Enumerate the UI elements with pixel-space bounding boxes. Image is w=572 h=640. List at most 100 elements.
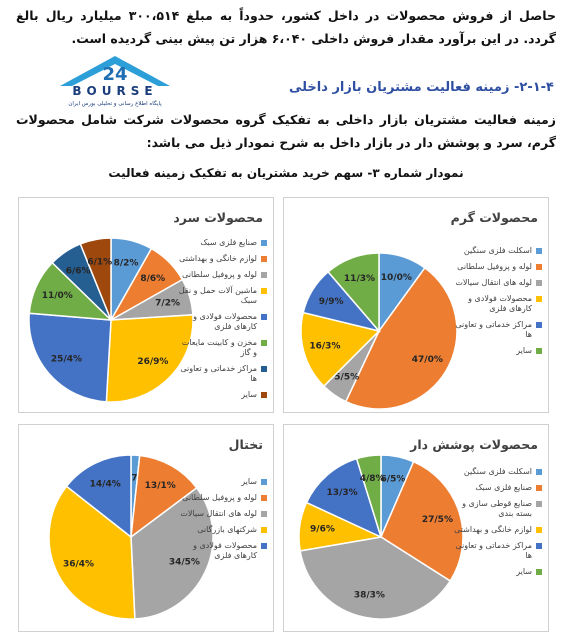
legend-swatch	[536, 527, 542, 533]
logo-tagline: پایگاه اطلاع رسانی و تحلیلی بورس ایران	[68, 100, 162, 107]
legend-swatch	[261, 495, 267, 501]
logo: 24 BOURSE پایگاه اطلاع رسانی و تحلیلی بو…	[60, 56, 170, 107]
legend: سایر لوله و پروفیل سلطانی لوله های انتقال …	[177, 477, 267, 567]
intro-paragraph: حاصل از فروش محصولات در داخل کشور، حدودا…	[16, 8, 557, 46]
slice-label: 38/3%	[354, 590, 385, 600]
legend-label: مراکز خدماتی و تعاونی ها	[455, 320, 532, 339]
legend-item: مراکز خدماتی و تعاونی ها	[177, 364, 267, 384]
slice-label: 6/1%	[87, 258, 112, 268]
pie-slice	[130, 454, 198, 539]
slice-label: 16/3%	[309, 342, 340, 352]
legend-item: اسکلت فلزی سنگین	[452, 467, 542, 477]
pie-chart: 6/5% 27/5% 38/3% 9/6% 13/3%4/8%	[298, 454, 464, 620]
legend-swatch	[536, 485, 542, 491]
legend-item: صنایع قوطی سازی و بسته بندی	[452, 499, 542, 519]
legend-swatch	[536, 264, 542, 270]
slice-label: 4/8%	[360, 474, 385, 484]
pie-chart: 8/2%8/6% 7/2% 26/9% 25/4% 11/0% 6/6%6/1%	[28, 237, 194, 403]
legend-label: سایر	[516, 346, 532, 355]
legend-item: لوله های انتقال سیالات	[177, 509, 267, 519]
pie-slice	[105, 314, 194, 403]
legend-swatch	[536, 501, 542, 507]
legend-label: شرکتهای بازرگانی	[197, 525, 257, 534]
legend-swatch	[261, 366, 267, 372]
chart-title: محصولات گرم	[450, 210, 538, 225]
legend-item: شرکتهای بازرگانی	[177, 525, 267, 535]
slice-label: 13/1%	[145, 481, 176, 491]
legend-label: محصولات فولادی و کارهای فلزی	[193, 541, 257, 560]
slice-label: 47/0%	[412, 355, 443, 365]
legend-swatch	[536, 469, 542, 475]
legend-item: لوله و پروفیل سلطانی	[177, 493, 267, 503]
slice-label: 8/2%	[114, 258, 139, 268]
slice-label: 36/4%	[63, 560, 94, 570]
logo-roof	[60, 56, 170, 86]
legend-swatch	[261, 272, 267, 278]
slice-label: 25/4%	[51, 354, 82, 364]
logo-mark: 24	[102, 64, 127, 85]
slice-label: 11/3%	[344, 274, 375, 284]
legend-item: لوازم خانگی و بهداشتی	[452, 525, 542, 535]
pie-slice	[300, 311, 381, 388]
legend-item: صنایع فلزی سبک	[177, 238, 267, 248]
slice-label: 6/6%	[66, 266, 91, 276]
legend-swatch	[261, 288, 267, 294]
pie-slice	[355, 454, 382, 538]
logo-name: BOURSE	[72, 84, 157, 98]
legend-item: لوله های انتقال سیالات	[452, 278, 542, 288]
pie-slice	[130, 486, 214, 620]
legend-label: لوله های انتقال سیالات	[180, 509, 257, 518]
legend-label: لوله و پروفیل سلطانی	[182, 270, 257, 279]
legend-swatch	[261, 392, 267, 398]
legend-label: سایر	[516, 567, 532, 576]
legend-swatch	[261, 340, 267, 346]
pie-slice	[380, 460, 464, 582]
legend-label: لوله های انتقال سیالات	[455, 278, 532, 287]
legend-swatch	[261, 314, 267, 320]
legend-label: صنایع فلزی سبک	[475, 483, 532, 492]
legend-label: مراکز خدماتی و تعاونی ها	[455, 541, 532, 560]
slice-label: 13/3%	[327, 488, 358, 498]
legend-item: مراکز خدماتی و تعاونی ها	[452, 541, 542, 561]
legend-item: اسکلت فلزی سنگین	[452, 246, 542, 256]
legend-label: لوازم خانگی و بهداشتی	[454, 525, 532, 534]
pie-slice	[65, 454, 132, 539]
legend-label: ماشین آلات حمل و نقل سبک	[178, 286, 257, 305]
legend-swatch	[261, 256, 267, 262]
slice-label: 34/5%	[169, 558, 200, 568]
slice-label: 6/5%	[381, 475, 406, 485]
legend-label: صنایع قوطی سازی و بسته بندی	[462, 499, 532, 518]
legend-label: اسکلت فلزی سنگین	[463, 467, 532, 476]
section-heading: ۲-۱-۴- زمینه فعالیت مشتریان بازار داخلی	[288, 80, 554, 95]
chart-panel: 8/2% 8/6% 7/2% 26/9% 25/4% 11/0% 6/6% 6/1% محصول…	[18, 197, 274, 413]
legend-swatch	[261, 543, 267, 549]
pie-slice	[344, 266, 458, 410]
slice-label: 1/7%	[122, 474, 147, 484]
legend-label: محصولات فولادی و کارهای فلزی	[468, 294, 532, 313]
legend-label: صنایع فلزی سبک	[200, 238, 257, 247]
legend-swatch	[536, 296, 542, 302]
chart-title: تختال	[228, 437, 263, 452]
pie-slice	[28, 312, 112, 403]
legend-swatch	[261, 240, 267, 246]
pie-slice	[327, 252, 380, 334]
slice-label: 10/0%	[381, 273, 412, 283]
figure-caption: نمودار شماره ۳- سهم خرید مشتریان به تفکی…	[108, 166, 464, 180]
legend-item: سایر	[177, 477, 267, 487]
slice-label: 14/4%	[90, 479, 121, 489]
legend: صنایع فلزی سبک لوازم خانگی و بهداشتی لوله …	[177, 238, 267, 406]
legend-label: لوله و پروفیل سلطانی	[457, 262, 532, 271]
legend: اسکلت فلزی سنگین صنایع فلزی سبک صنایع قوطی…	[452, 467, 542, 583]
legend-swatch	[536, 248, 542, 254]
slice-label: 7/2%	[155, 299, 180, 309]
legend-item: صنایع فلزی سبک	[452, 483, 542, 493]
pie-slice	[48, 485, 136, 620]
legend-item: لوله و پروفیل سلطانی	[452, 262, 542, 272]
pie-chart: 1/7%13/1% 34/5% 36/4% 14/4%	[48, 454, 214, 620]
pie-chart: 10/0% 47/0% 5/5% 16/3% 9/9% 11/3%	[300, 252, 458, 410]
legend-swatch	[536, 543, 542, 549]
chart-title: محصولات پوشش دار	[410, 437, 538, 452]
legend-label: مخزن و کابینت مایعات و گاز	[181, 338, 257, 357]
legend-item: سایر	[452, 346, 542, 356]
